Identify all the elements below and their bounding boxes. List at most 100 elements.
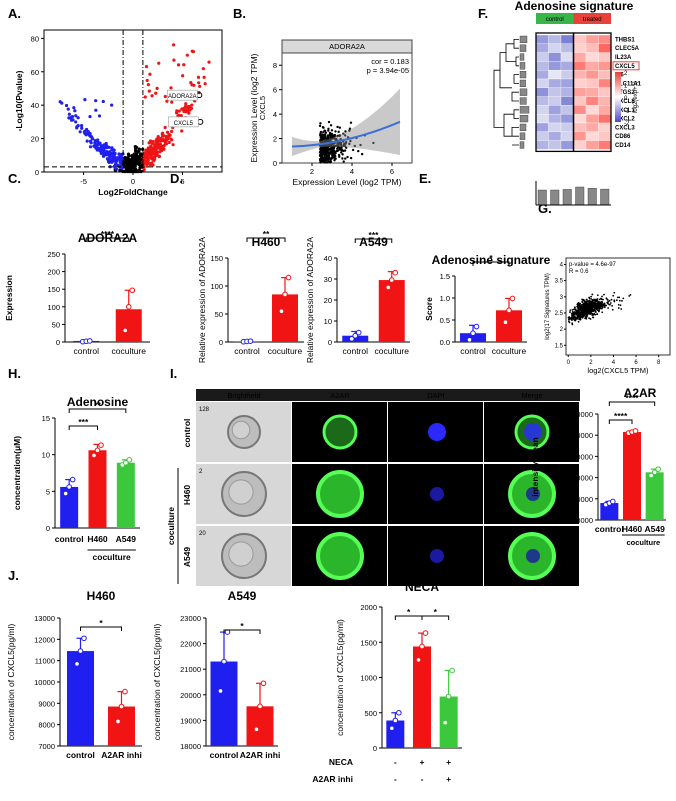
imaging-group-label: coculture [166, 507, 176, 546]
y-axis-label-G: log2(17 Signatures TPM) [545, 273, 551, 340]
heatmap-cell [573, 78, 587, 88]
x-tick-label-D2: coculture [375, 346, 410, 356]
volcano-point [110, 147, 114, 152]
y-tick-label-A: 80 [31, 34, 39, 43]
correlation-point [329, 133, 332, 136]
data-point-K-2 [445, 693, 452, 700]
heatmap-cell [548, 43, 562, 53]
scatter-point-G [590, 310, 593, 313]
condition-name-K: NECA [329, 757, 353, 767]
annotation-label: CXCL5 [174, 121, 194, 127]
x-tick-label-IQ: A549 [645, 524, 666, 534]
bar-J1-0 [67, 651, 94, 746]
scatter-point-G [584, 309, 587, 311]
volcano-point [145, 78, 149, 83]
data-point-E-1 [502, 319, 509, 326]
heatmap-cell [535, 96, 549, 106]
correlation-point [320, 148, 323, 151]
legend-title: log2(exp+1) [633, 81, 639, 113]
volcano-point [207, 60, 211, 64]
heatmap-cell [535, 70, 549, 80]
correlation-point [357, 149, 360, 153]
data-point-K-1 [419, 643, 425, 650]
y-tick-label-K: 0 [373, 744, 377, 753]
y-tick-label-J2: 23000 [180, 614, 201, 623]
x-tick-label-IQ: H460 [622, 524, 643, 534]
data-point-D2-1 [388, 277, 395, 283]
x-axis-label-A: Log2FoldChange [98, 187, 168, 197]
heatmap-cell [573, 61, 587, 71]
volcano-point [150, 152, 154, 156]
scatter-point-G [591, 293, 594, 296]
volcano-point [146, 146, 151, 150]
correlation-point [324, 135, 327, 139]
correlation-point [349, 139, 352, 143]
scatter-point-G [572, 314, 575, 317]
volcano-point [171, 143, 175, 147]
data-point-D2-1 [385, 284, 392, 291]
volcano-point [188, 108, 192, 112]
heatmap-cell [573, 52, 587, 62]
correlation-point [337, 145, 340, 148]
row-annotation-bar [519, 44, 527, 52]
data-point-J1-0 [74, 661, 80, 667]
scatter-point-G [588, 307, 591, 309]
heatmap-cell [585, 114, 599, 124]
heatmap-cell [560, 122, 574, 132]
scatter-point-G [629, 294, 632, 296]
y-axis-label-H: concentration(μM) [12, 436, 22, 510]
scatter-point-G [586, 308, 589, 311]
correlation-point [330, 129, 334, 132]
condition-value-K: + [446, 774, 451, 784]
scatter-point-G [612, 294, 615, 297]
facet-title-B: ADORA2A [329, 42, 365, 51]
data-point-J2-1 [257, 703, 263, 710]
volcano-point [155, 152, 159, 156]
heatmap-cell [573, 131, 587, 141]
scatter-point-G [594, 309, 597, 312]
heatmap-cell [548, 52, 562, 62]
correlation-point [327, 137, 330, 140]
correlation-point [340, 151, 343, 154]
x-tick-label-B: 6 [390, 167, 394, 176]
scatter-point-G [607, 307, 610, 309]
scatter-point-G [593, 308, 596, 310]
scatter-point-G [577, 306, 580, 309]
scatter-point-G [589, 311, 592, 314]
dapi-signal [430, 549, 444, 563]
heatmap-cell [598, 87, 612, 97]
correlation-point [338, 155, 341, 158]
volcano-point [96, 143, 100, 147]
y-tick-label-H: 0 [46, 524, 50, 533]
plot-frame-B [281, 52, 413, 164]
row-annotation-bar [519, 79, 526, 88]
scatter-point-G [628, 295, 631, 297]
correlation-point [328, 161, 332, 164]
scatter-point-G [570, 318, 573, 321]
y-tick-label-B: 0 [273, 159, 277, 168]
volcano-point [146, 83, 151, 87]
gene-label: CXCL3 [615, 125, 635, 131]
scatter-point-G [583, 306, 586, 309]
scatter-point-G [622, 297, 625, 300]
correlation-point [322, 153, 326, 156]
sig-label-K: * [407, 607, 411, 617]
heatmap-cell [535, 87, 549, 97]
y-tick-label-G: 1.5 [555, 343, 564, 349]
correlation-point [324, 147, 328, 151]
volcano-point [168, 133, 172, 137]
heatmap-cell [598, 52, 612, 62]
data-point-J2-1 [253, 726, 260, 733]
x-tick-label-J1: A2AR inhi [101, 750, 142, 760]
y-tick-label-IQ: 3200000 [564, 410, 593, 419]
scatter-point-G [595, 299, 598, 302]
scatter-point-G [582, 303, 584, 306]
volcano-point [202, 75, 206, 79]
volcano-point [185, 53, 189, 57]
imaging-header: A2AR [330, 391, 350, 400]
correlation-point [321, 126, 325, 129]
correlation-point [330, 146, 333, 149]
x-tick-label-A: 0 [131, 177, 135, 186]
x-tick-label-A: 5 [180, 177, 184, 186]
